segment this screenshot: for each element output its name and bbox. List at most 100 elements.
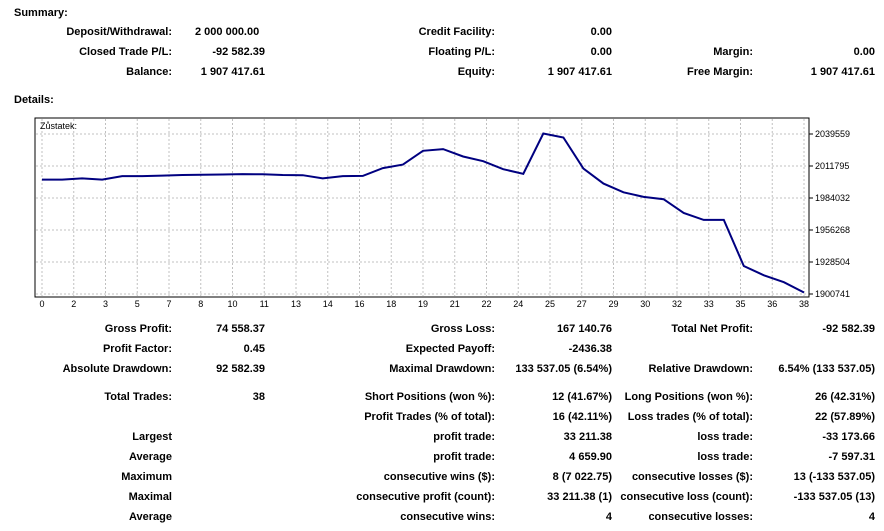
maximal-consecutive-profit-value: 33 211.38 (1) [547,491,612,503]
loss-trades-value: 22 (57.89%) [815,411,875,423]
short-positions-label: Short Positions (won %): [364,391,495,403]
x-tick-label: 0 [39,299,44,309]
average-loss-value: -7 597.31 [828,451,875,463]
total-net-profit-label: Total Net Profit: [671,323,753,335]
maximal-consecutive-loss-label: consecutive loss (count): [620,491,753,503]
x-tick-label: 14 [323,299,333,309]
x-tick-label: 10 [227,299,237,309]
avg-consecutive-losses-label: consecutive losses: [648,511,753,523]
credit-value: 0.00 [590,26,612,38]
loss-trades-label: Loss trades (% of total): [627,411,753,423]
floating-pl-label: Floating P/L: [428,46,495,58]
balance-line [42,132,805,294]
largest-loss-value: -33 173.66 [822,431,875,443]
max-consecutive-losses-value: 13 (-133 537.05) [793,471,875,483]
x-tick-label: 29 [608,299,618,309]
largest-profit-label: profit trade: [433,431,495,443]
x-tick-label: 32 [672,299,682,309]
max-consecutive-wins-value: 8 (7 022.75) [552,471,612,483]
gross-loss-value: 167 140.76 [556,323,612,335]
largest-profit-value: 33 211.38 [563,431,612,443]
x-tick-label: 27 [577,299,587,309]
x-tick-label: 13 [291,299,301,309]
relative-drawdown-value: 6.54% (133 537.05) [778,363,875,375]
maximal-drawdown-label: Maximal Drawdown: [389,363,495,375]
summary-heading: Summary: [14,7,68,19]
closed-pl-value: -92 582.39 [212,46,265,58]
x-tick-label: 18 [386,299,396,309]
balance-value: 1 907 417.61 [200,66,265,78]
expected-payoff-label: Expected Payoff: [405,343,495,355]
largest-loss-label: loss trade: [697,431,753,443]
margin-label: Margin: [713,46,753,58]
max-consecutive-wins-label: consecutive wins ($): [383,471,495,483]
maximum-label: Maximum [121,471,172,483]
total-trades-label: Total Trades: [104,391,172,403]
x-tick-label: 2 [71,299,76,309]
x-tick-label: 22 [481,299,491,309]
x-tick-label: 11 [260,299,269,309]
average-profit-label: profit trade: [433,451,495,463]
x-tick-label: 36 [767,299,777,309]
floating-pl-value: 0.00 [590,46,612,58]
x-tick-label: 35 [735,299,745,309]
x-tick-label: 38 [799,299,809,309]
average-profit-value: 4 659.90 [569,451,612,463]
free-margin-label: Free Margin: [686,66,753,78]
gross-loss-label: Gross Loss: [430,323,495,335]
x-tick-label: 7 [166,299,171,309]
y-tick-label: 2011795 [815,161,849,171]
chart-plot-area [34,117,810,298]
x-tick-label: 21 [450,299,460,309]
x-tick-label: 30 [640,299,650,309]
x-tick-label: 16 [354,299,364,309]
profit-trades-value: 16 (42.11%) [552,411,612,423]
deposit-label: Deposit/Withdrawal: [66,26,172,38]
long-positions-label: Long Positions (won %): [624,391,753,403]
maximal-drawdown-value: 133 537.05 (6.54%) [515,363,612,375]
credit-label: Credit Facility: [418,26,495,38]
y-tick-label: 1984032 [815,193,850,203]
average-label: Average [128,451,172,463]
deposit-value: 2 000 000.00 [195,26,260,38]
x-tick-label: 3 [103,299,108,309]
y-tick-label: 1956268 [815,225,850,235]
long-positions-value: 26 (42.31%) [815,391,875,403]
relative-drawdown-label: Relative Drawdown: [648,363,753,375]
total-net-profit-value: -92 582.39 [822,323,875,335]
balance-label: Balance: [126,66,172,78]
equity-value: 1 907 417.61 [547,66,612,78]
expected-payoff-value: -2436.38 [568,343,612,355]
maximal-label: Maximal [128,491,172,503]
y-tick-label: 1928504 [815,257,850,267]
free-margin-value: 1 907 417.61 [810,66,875,78]
max-consecutive-losses-label: consecutive losses ($): [631,471,753,483]
margin-value: 0.00 [853,46,875,58]
x-tick-label: 8 [198,299,203,309]
profit-factor-label: Profit Factor: [102,343,172,355]
profit-trades-label: Profit Trades (% of total): [364,411,495,423]
y-tick-label: 1900741 [815,289,850,299]
profit-factor-value: 0.45 [243,343,265,355]
details-heading: Details: [14,94,54,106]
maximal-consecutive-profit-label: consecutive profit (count): [356,491,495,503]
closed-pl-label: Closed Trade P/L: [79,46,172,58]
maximal-consecutive-loss-value: -133 537.05 (13) [793,491,875,503]
chart-series-label: Zůstatek: [40,121,77,131]
x-tick-label: 24 [513,299,523,309]
average2-label: Average [128,511,172,523]
avg-consecutive-losses-value: 4 [868,511,875,523]
x-tick-label: 33 [704,299,714,309]
avg-consecutive-wins-label: consecutive wins: [400,511,495,523]
absolute-drawdown-label: Absolute Drawdown: [62,363,172,375]
y-tick-label: 2039559 [815,129,850,139]
x-tick-label: 25 [545,299,555,309]
gross-profit-value: 74 558.37 [216,323,265,335]
total-trades-value: 38 [252,391,265,403]
largest-label: Largest [132,431,172,443]
absolute-drawdown-value: 92 582.39 [216,363,265,375]
average-loss-label: loss trade: [697,451,753,463]
equity-label: Equity: [457,66,495,78]
avg-consecutive-wins-value: 4 [605,511,612,523]
x-tick-label: 5 [135,299,140,309]
